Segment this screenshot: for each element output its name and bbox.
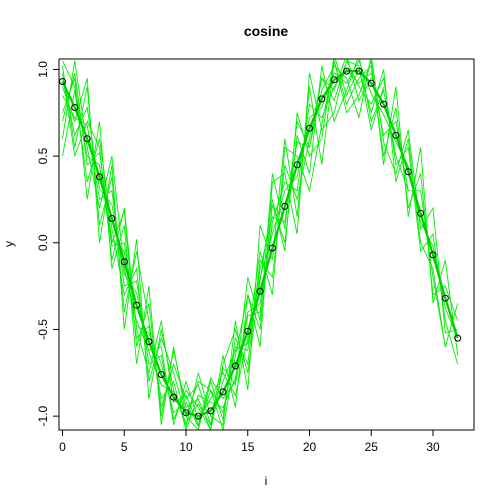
- data-point-6: [133, 301, 141, 309]
- data-point-12: [207, 407, 215, 415]
- noisy-series-line-10: [62, 60, 385, 430]
- data-point-22: [330, 76, 338, 84]
- x-tick-label: 5: [121, 440, 128, 454]
- noisy-series-line-11: [62, 59, 458, 427]
- noisy-series-line-4: [62, 68, 409, 430]
- data-point-29: [417, 209, 425, 217]
- x-tick-label: 20: [303, 440, 317, 454]
- chart-title: cosine: [244, 23, 289, 39]
- data-point-28: [404, 168, 412, 176]
- y-axis-label: y: [2, 241, 16, 247]
- data-point-10: [182, 409, 190, 417]
- data-point-19: [293, 161, 301, 169]
- main-series: [59, 67, 462, 420]
- data-point-11: [194, 412, 202, 420]
- data-point-13: [219, 388, 227, 396]
- data-point-17: [268, 244, 276, 252]
- data-point-27: [392, 131, 400, 139]
- data-point-2: [83, 135, 91, 143]
- data-point-24: [355, 67, 363, 75]
- y-axis: -1.0 -0.5 0.0 0.5 1.0: [36, 61, 59, 426]
- data-point-30: [429, 251, 437, 259]
- x-tick-label: 25: [365, 440, 379, 454]
- y-tick-label: 0.5: [36, 147, 50, 164]
- data-point-20: [306, 124, 313, 132]
- x-tick-label: 0: [59, 440, 66, 454]
- data-point-7: [145, 338, 153, 346]
- data-point-8: [157, 371, 165, 378]
- y-tick-label: -1.0: [36, 405, 50, 426]
- noisy-series-line-9: [62, 60, 459, 429]
- data-point-4: [108, 215, 116, 222]
- y-tick-label: 1.0: [36, 61, 50, 78]
- plot-frame: [58, 58, 475, 431]
- data-point-18: [281, 202, 289, 210]
- data-point-1: [71, 104, 79, 111]
- data-point-31: [441, 294, 449, 302]
- data-point-25: [367, 79, 375, 87]
- noisy-series-line-2: [62, 72, 273, 430]
- y-tick-label: -0.5: [36, 319, 50, 340]
- data-point-23: [343, 67, 351, 75]
- data-point-3: [96, 173, 103, 181]
- x-tick-label: 15: [241, 440, 255, 454]
- data-point-15: [244, 327, 252, 335]
- x-tick-label: 10: [179, 440, 193, 454]
- main-series-line: [61, 69, 459, 418]
- data-point-26: [380, 100, 388, 108]
- x-axis: 0 5 10 15 20 25 30: [59, 430, 440, 454]
- data-point-14: [231, 362, 239, 370]
- x-axis-label: i: [265, 474, 268, 488]
- noisy-lines: [62, 59, 459, 430]
- data-point-16: [256, 287, 264, 295]
- y-tick-label: 0.0: [36, 234, 50, 251]
- x-tick-label: 30: [426, 440, 440, 454]
- data-point-32: [454, 334, 462, 342]
- data-point-5: [120, 258, 128, 266]
- data-point-9: [170, 393, 178, 401]
- data-point-21: [318, 95, 326, 103]
- noisy-series-line-3: [62, 59, 372, 428]
